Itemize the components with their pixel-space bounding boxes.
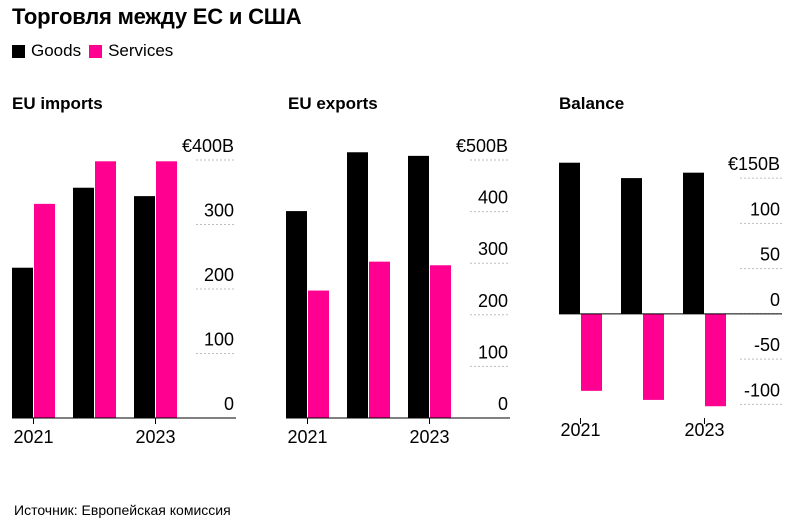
eu-exports-bar-goods-2022 xyxy=(347,152,368,418)
balance-y-tick-label: €150B xyxy=(728,154,780,174)
balance-y-tick-label: -100 xyxy=(744,380,780,400)
balance-bar-goods-2023 xyxy=(683,172,704,314)
balance-bar-services-2022 xyxy=(643,313,664,400)
eu-imports-y-tick-label: 0 xyxy=(224,394,234,414)
eu-exports-bar-goods-2021 xyxy=(286,211,307,418)
eu-imports-y-tick-label: 200 xyxy=(204,265,234,285)
balance-x-tick-label: 2021 xyxy=(560,420,600,440)
eu-exports-y-tick-label: 200 xyxy=(478,291,508,311)
balance-bar-goods-2021 xyxy=(559,162,580,314)
balance-y-tick-label: 50 xyxy=(760,245,780,265)
balance-bar-goods-2022 xyxy=(621,178,642,314)
balance-x-tick-label: 2023 xyxy=(684,420,724,440)
chart-title: Торговля между ЕС и США xyxy=(12,4,302,29)
eu-imports-bar-services-2021 xyxy=(34,203,55,418)
balance-y-tick-label: 100 xyxy=(750,199,780,219)
eu-imports-bar-services-2022 xyxy=(95,161,116,419)
legend-item-goods: Goods xyxy=(12,41,81,61)
balance-bar-services-2023 xyxy=(705,313,726,407)
legend: Goods Services xyxy=(12,41,181,61)
eu-exports-y-tick-label: 400 xyxy=(478,188,508,208)
eu-exports-bar-services-2022 xyxy=(369,261,390,418)
eu-imports-y-tick-label: 100 xyxy=(204,330,234,350)
eu-imports-bar-goods-2023 xyxy=(134,196,155,418)
eu-exports-bar-services-2021 xyxy=(308,290,329,418)
eu-exports-bar-services-2023 xyxy=(430,265,451,418)
legend-swatch-goods xyxy=(12,44,25,58)
balance-y-tick-label: -50 xyxy=(754,335,780,355)
eu-exports-bar-goods-2023 xyxy=(408,155,429,418)
eu-imports-x-tick-label: 2023 xyxy=(135,427,175,447)
panel-title-balance: Balance xyxy=(559,94,625,113)
eu-imports-bar-goods-2022 xyxy=(73,187,94,418)
eu-imports-bar-services-2023 xyxy=(156,161,177,419)
eu-exports-y-tick-label: €500B xyxy=(456,136,508,156)
panel-title-eu-exports: EU exports xyxy=(288,94,378,113)
eu-imports-x-tick-label: 2021 xyxy=(13,427,53,447)
eu-imports-y-tick-label: 300 xyxy=(204,201,234,221)
legend-item-services: Services xyxy=(89,41,173,61)
balance-bar-services-2021 xyxy=(581,313,602,391)
legend-swatch-services xyxy=(89,44,103,58)
eu-exports-y-tick-label: 300 xyxy=(478,239,508,259)
balance-y-tick-label: 0 xyxy=(770,290,780,310)
legend-label-goods: Goods xyxy=(31,41,82,60)
eu-exports-x-tick-label: 2021 xyxy=(287,427,327,447)
eu-exports-y-tick-label: 100 xyxy=(478,342,508,362)
source-note: Источник: Европейская комиссия xyxy=(14,502,231,518)
eu-exports-y-tick-label: 0 xyxy=(498,394,508,414)
eu-imports-bar-goods-2021 xyxy=(12,267,33,418)
legend-label-services: Services xyxy=(108,41,174,60)
panel-title-eu-imports: EU imports xyxy=(12,94,103,113)
eu-exports-x-tick-label: 2023 xyxy=(409,427,449,447)
eu-imports-y-tick-label: €400B xyxy=(182,136,234,156)
